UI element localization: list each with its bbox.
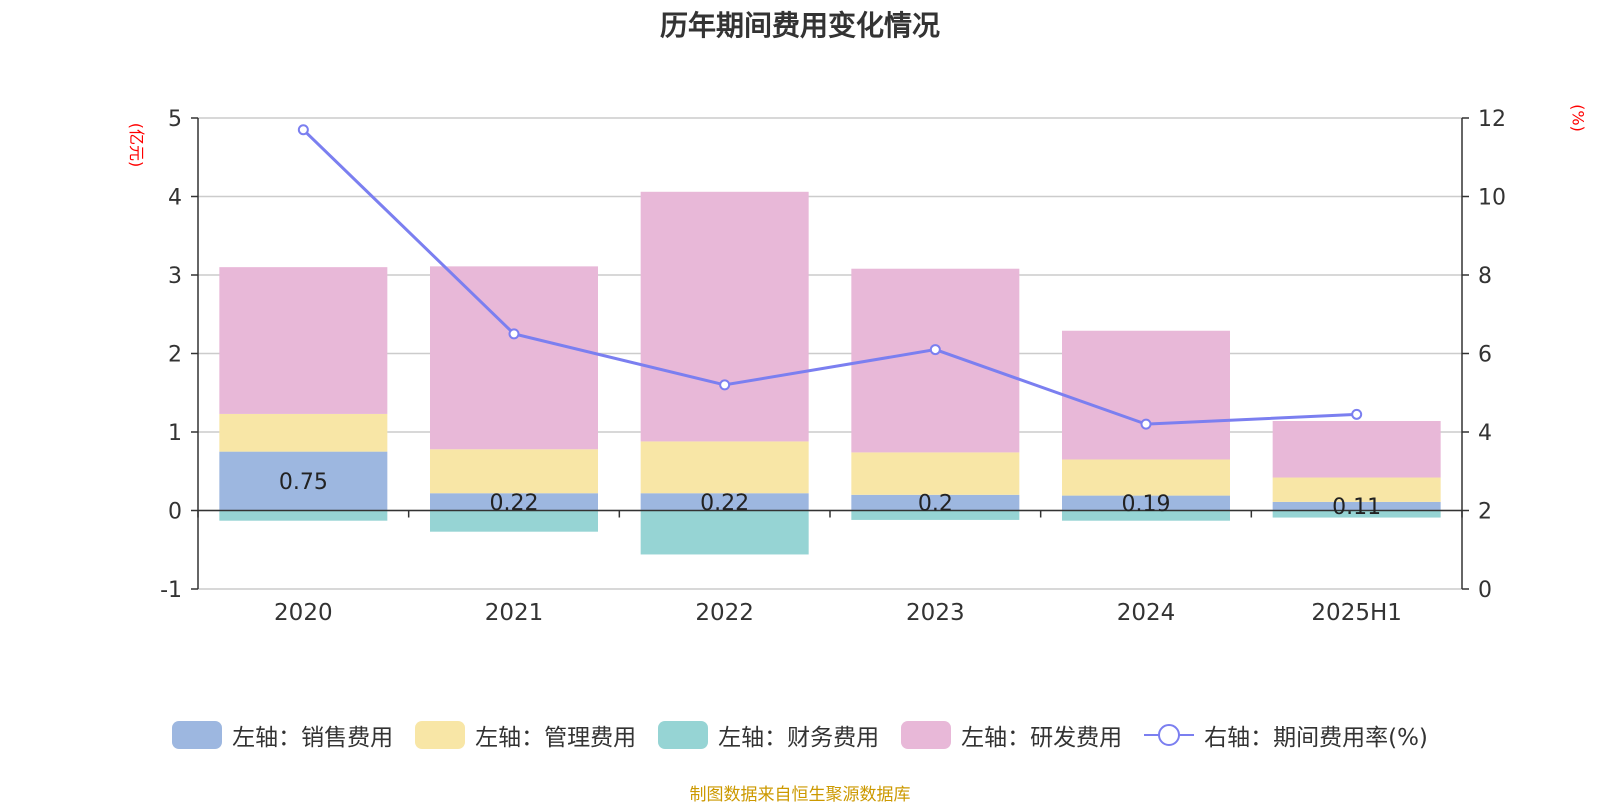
line-series-rate <box>302 128 1357 426</box>
right-tick-label: 8 <box>1478 264 1492 289</box>
bar-series2-2023 <box>851 510 1020 520</box>
legend-item-4[interactable]: 右轴：期间费用率(%) <box>1144 718 1428 752</box>
bar-series1-2024 <box>1062 459 1230 496</box>
right-tick-label: 2 <box>1478 500 1492 525</box>
line-point-2020 <box>297 124 309 136</box>
legend-item-2[interactable]: 左轴：财务费用 <box>658 718 879 752</box>
legend-swatch <box>172 721 223 749</box>
bar-series3-2024 <box>1062 330 1230 460</box>
bar-series0-2022 <box>640 493 809 511</box>
bar-series3-2020 <box>219 267 388 414</box>
x-tick-label: 2023 <box>906 600 965 626</box>
bar-series2-2022 <box>640 510 809 555</box>
bar-series2-2021 <box>430 510 598 532</box>
bar-series1-2025H1 <box>1272 477 1441 502</box>
right-tick-label: 4 <box>1478 421 1492 446</box>
bar-series1-2021 <box>430 449 598 494</box>
legend-swatch <box>658 721 709 749</box>
bar-series0-2024 <box>1062 495 1230 511</box>
left-tick-label: 3 <box>168 264 182 289</box>
bar-series2-2025H1 <box>1272 510 1441 518</box>
legend: 左轴：销售费用 左轴：管理费用 左轴：财务费用 左轴：研发费用 右轴：期间费用率(%) <box>0 718 1600 752</box>
x-tick-label: 2021 <box>485 600 544 626</box>
right-tick-label: 6 <box>1478 343 1492 368</box>
legend-item-3[interactable]: 左轴：研发费用 <box>901 718 1122 752</box>
x-tick-label: 2024 <box>1117 600 1176 626</box>
bar-series3-2023 <box>851 268 1020 453</box>
legend-item-0[interactable]: 左轴：销售费用 <box>172 718 393 752</box>
bar-series1-2023 <box>851 452 1020 495</box>
left-tick-label: 4 <box>168 186 182 211</box>
line-point-2021 <box>508 328 520 340</box>
line-point-2022 <box>719 379 731 391</box>
bar-series2-2024 <box>1062 510 1230 521</box>
x-tick-label: 2022 <box>695 600 754 626</box>
legend-label: 左轴：销售费用 <box>232 725 394 751</box>
bar-series2-2020 <box>219 510 388 521</box>
right-tick-label: 0 <box>1478 578 1492 603</box>
data-label-sales-2022: 0.22 <box>700 491 749 516</box>
data-label-sales-2020: 0.75 <box>279 470 328 495</box>
left-tick-label: -1 <box>160 578 182 603</box>
legend-swatch <box>415 721 466 749</box>
legend-label: 左轴：研发费用 <box>961 725 1123 751</box>
bar-series0-2020 <box>219 451 388 511</box>
bar-series0-2021 <box>430 493 598 511</box>
legend-item-1[interactable]: 左轴：管理费用 <box>415 718 636 752</box>
source-note: 制图数据来自恒生聚源数据库 <box>689 785 911 805</box>
bar-series3-2021 <box>430 266 598 450</box>
legend-swatch <box>901 721 952 749</box>
data-label-sales-2021: 0.22 <box>490 491 539 516</box>
x-tick-label: 2020 <box>274 600 333 626</box>
right-tick-label: 12 <box>1478 107 1506 132</box>
legend-label: 左轴：财务费用 <box>718 725 880 751</box>
line-point-2024 <box>1140 418 1152 430</box>
data-label-sales-2023: 0.2 <box>918 492 953 517</box>
left-tick-label: 5 <box>168 107 182 132</box>
data-label-sales-2025H1: 0.11 <box>1332 495 1381 520</box>
bar-series3-2022 <box>640 191 809 442</box>
x-tick-label: 2025H1 <box>1311 600 1401 626</box>
line-point-2025H1 <box>1351 408 1363 420</box>
left-tick-label: 2 <box>168 343 182 368</box>
bar-series3-2025H1 <box>1272 421 1441 478</box>
line-point-2023 <box>929 344 941 356</box>
right-tick-label: 10 <box>1478 186 1506 211</box>
left-tick-label: 1 <box>168 421 182 446</box>
chart-title: 历年期间费用变化情况 <box>659 9 940 42</box>
bar-series1-2022 <box>640 441 809 494</box>
left-tick-label: 0 <box>168 500 182 525</box>
legend-line-icon <box>1144 724 1195 746</box>
bar-series0-2025H1 <box>1272 501 1441 511</box>
bar-series0-2023 <box>851 494 1020 511</box>
legend-label: 左轴：管理费用 <box>475 725 637 751</box>
legend-label: 右轴：期间费用率(%) <box>1204 725 1428 751</box>
data-label-sales-2024: 0.19 <box>1122 492 1171 517</box>
bar-series1-2020 <box>219 413 388 452</box>
